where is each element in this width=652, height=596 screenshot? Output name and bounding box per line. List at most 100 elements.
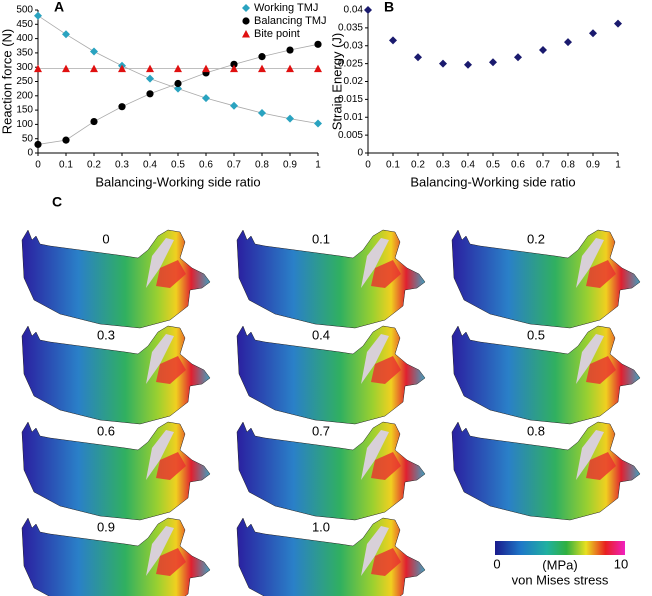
legend-label: Working TMJ bbox=[254, 2, 318, 14]
y-tick-label: 0 bbox=[27, 148, 33, 159]
x-tick-label: 0.3 bbox=[115, 160, 129, 171]
colorbar bbox=[495, 541, 625, 555]
y-tick-label: 0.025 bbox=[338, 58, 363, 69]
marker bbox=[174, 64, 182, 73]
mandible-model bbox=[451, 229, 641, 329]
model-label: 0.3 bbox=[97, 327, 115, 342]
x-tick-label: 0.6 bbox=[199, 160, 213, 171]
marker bbox=[389, 36, 397, 45]
marker bbox=[564, 38, 572, 47]
x-tick-label: 0.1 bbox=[59, 160, 73, 171]
x-tick-label: 0 bbox=[365, 160, 371, 171]
model-label: 0.5 bbox=[527, 327, 545, 342]
x-tick-label: 0.8 bbox=[255, 160, 269, 171]
marker bbox=[589, 29, 597, 38]
marker bbox=[514, 53, 522, 62]
mandible-model bbox=[451, 325, 641, 425]
model-label: 0.7 bbox=[312, 423, 330, 438]
x-tick-label: 0.9 bbox=[283, 160, 297, 171]
y-tick-label: 250 bbox=[16, 76, 33, 87]
y-tick-label: 200 bbox=[16, 90, 33, 101]
marker bbox=[146, 64, 154, 73]
panel-label: B bbox=[384, 0, 394, 15]
x-tick-label: 0.8 bbox=[561, 160, 575, 171]
x-tick-label: 0.5 bbox=[171, 160, 185, 171]
marker bbox=[314, 119, 322, 128]
marker bbox=[34, 11, 42, 20]
marker bbox=[118, 103, 126, 111]
x-tick-label: 0.4 bbox=[143, 160, 157, 171]
marker bbox=[34, 140, 42, 149]
x-tick-label: 0.7 bbox=[536, 160, 550, 171]
mandible-model bbox=[236, 325, 426, 425]
marker bbox=[439, 59, 447, 68]
model-label: 0.1 bbox=[312, 231, 330, 246]
chart: A 0 50 100 150 200 250 300 350 400 450 500 0 0.1 0.2 0.… bbox=[0, 0, 327, 189]
x-tick-label: 1 bbox=[315, 160, 321, 171]
y-tick-label: 50 bbox=[22, 133, 34, 144]
marker bbox=[118, 64, 126, 73]
marker bbox=[174, 84, 182, 93]
trend-line bbox=[37, 43, 319, 145]
x-tick-label: 0.4 bbox=[461, 160, 475, 171]
model-label: 0.8 bbox=[527, 423, 545, 438]
marker bbox=[146, 74, 154, 83]
x-tick-label: 0.7 bbox=[227, 160, 241, 171]
panel-label: A bbox=[54, 0, 64, 15]
y-tick-label: 0.035 bbox=[338, 23, 363, 34]
y-tick-label: 0.03 bbox=[344, 40, 364, 51]
legend-marker bbox=[242, 4, 250, 12]
legend-label: Balancing TMJ bbox=[254, 15, 327, 27]
marker bbox=[314, 64, 322, 73]
y-tick-label: 0.04 bbox=[344, 5, 364, 16]
panel-label: C bbox=[52, 194, 62, 210]
x-tick-label: 0.6 bbox=[511, 160, 525, 171]
marker bbox=[364, 6, 372, 14]
marker bbox=[258, 64, 266, 73]
marker bbox=[174, 79, 182, 88]
marker bbox=[146, 90, 154, 98]
mandible-model bbox=[451, 421, 641, 521]
y-tick-label: 0.02 bbox=[344, 76, 364, 87]
x-tick-label: 0 bbox=[35, 160, 41, 171]
mandible-model bbox=[21, 517, 211, 596]
colorbar-max: 10 bbox=[614, 556, 628, 571]
marker bbox=[258, 108, 266, 117]
model-label: 0 bbox=[102, 231, 109, 246]
model-label: 1.0 bbox=[312, 519, 330, 534]
x-tick-label: 0.9 bbox=[586, 160, 600, 171]
y-axis-label: Reaction force (N) bbox=[0, 29, 14, 134]
legend-marker bbox=[242, 30, 250, 38]
model-label: 0.4 bbox=[312, 327, 330, 342]
y-tick-label: 150 bbox=[16, 105, 33, 116]
model-label: 0.6 bbox=[97, 423, 115, 438]
marker bbox=[286, 46, 294, 54]
y-tick-label: 100 bbox=[16, 119, 33, 130]
y-tick-label: 0.01 bbox=[344, 112, 364, 123]
marker bbox=[202, 94, 210, 103]
x-axis-label: Balancing-Working side ratio bbox=[95, 174, 260, 189]
y-tick-label: 0 bbox=[357, 148, 363, 159]
mandible-model bbox=[21, 229, 211, 329]
y-tick-label: 450 bbox=[16, 19, 33, 30]
marker bbox=[489, 58, 497, 67]
marker bbox=[90, 117, 98, 126]
x-axis-label: Balancing-Working side ratio bbox=[410, 174, 575, 189]
marker bbox=[464, 60, 472, 69]
colorbar-min: 0 bbox=[493, 556, 500, 571]
colorbar-title: von Mises stress bbox=[512, 572, 609, 587]
x-tick-label: 0.2 bbox=[411, 160, 425, 171]
y-tick-label: 500 bbox=[16, 5, 33, 16]
mandible-model bbox=[236, 421, 426, 521]
marker bbox=[62, 136, 70, 144]
marker bbox=[62, 30, 70, 39]
marker bbox=[414, 53, 422, 62]
model-grid: 0 0.1 0.2 0.3 0.4 0.5 0.6 0.7 0.8 0.9 1.0 bbox=[21, 229, 641, 596]
colorbar-unit: (MPa) bbox=[542, 557, 577, 572]
x-tick-label: 1 bbox=[615, 160, 621, 171]
marker bbox=[614, 19, 622, 28]
marker bbox=[286, 114, 294, 123]
marker bbox=[539, 46, 547, 55]
